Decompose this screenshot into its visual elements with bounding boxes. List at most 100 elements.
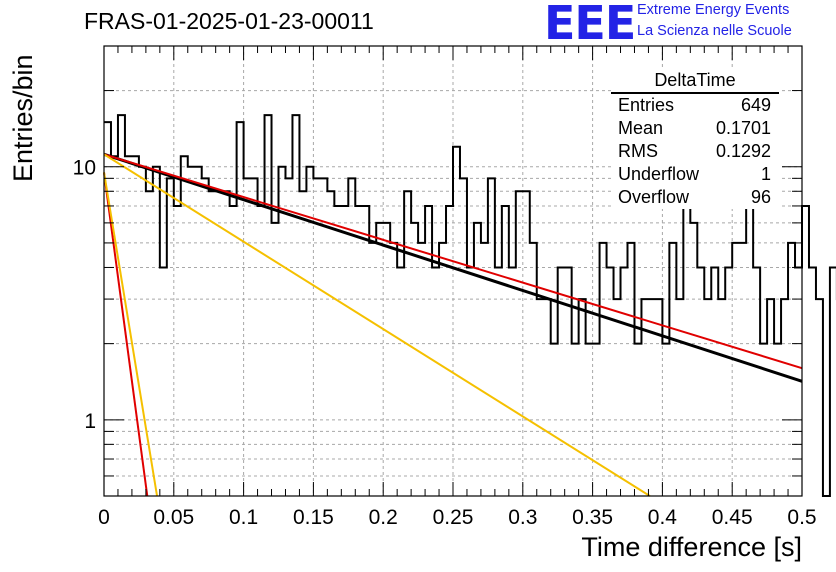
histogram-bin <box>334 206 341 496</box>
x-tick-label: 0.45 <box>712 506 753 529</box>
histogram-bin <box>251 178 258 496</box>
histogram-bin <box>551 344 558 496</box>
histogram-bin <box>348 178 355 496</box>
histogram-bin <box>279 167 286 496</box>
stats-value: 96 <box>750 187 771 207</box>
histogram-bin <box>488 178 495 496</box>
stats-value: 0.1292 <box>715 141 771 161</box>
histogram-bin <box>607 267 614 496</box>
histogram-bin <box>516 191 523 496</box>
histogram-bin <box>425 206 432 496</box>
run-title: FRAS-01-2025-01-23-00011 <box>84 8 374 34</box>
histogram-bin <box>418 243 425 496</box>
stats-row-overflow: Overflow 96 <box>611 186 779 209</box>
stats-value: 1 <box>760 164 771 184</box>
histogram-bin <box>725 267 732 496</box>
stats-row-underflow: Underflow 1 <box>611 163 779 186</box>
histogram-bin <box>662 344 669 496</box>
histogram-bin <box>188 167 195 496</box>
histogram-bin <box>446 206 453 496</box>
histogram-bin <box>634 344 641 496</box>
histogram-bin <box>327 191 334 496</box>
x-tick-label: 0.1 <box>229 506 258 529</box>
eee-logo: EEE <box>544 0 636 50</box>
histogram-bin <box>628 243 635 496</box>
histogram-bin <box>216 191 223 496</box>
histogram-bin <box>223 191 230 496</box>
histogram-bin <box>781 299 788 496</box>
histogram-bin <box>230 206 237 496</box>
histogram-bin <box>621 267 628 496</box>
stats-label: Underflow <box>618 164 700 184</box>
histogram-bin <box>411 223 418 496</box>
histogram-bin <box>593 344 600 496</box>
axis-ticks <box>103 45 803 497</box>
x-tick-label: 0.35 <box>572 506 613 529</box>
histogram-bin <box>572 344 579 496</box>
histogram-bin <box>648 299 655 496</box>
histogram-bin <box>600 243 607 496</box>
stats-box: DeltaTime Entries 649 Mean 0.1701 RMS 0.… <box>611 70 779 209</box>
histogram-bin <box>537 299 544 496</box>
histogram-bin <box>453 147 460 496</box>
histogram-bin <box>690 223 697 496</box>
histogram-bin <box>167 178 174 496</box>
fit-curve <box>103 172 149 497</box>
logo-line-1: Extreme Energy Events <box>637 2 790 18</box>
stats-row-mean: Mean 0.1701 <box>611 117 779 140</box>
histogram-bin <box>809 267 816 496</box>
stats-value: 649 <box>740 95 771 115</box>
histogram-bin <box>704 299 711 496</box>
histogram-bin <box>495 267 502 496</box>
histogram-bin <box>669 243 676 496</box>
histogram-bin <box>474 223 481 496</box>
histogram-bin <box>285 178 292 496</box>
histogram-bin <box>174 206 181 496</box>
histogram-bin <box>732 243 739 496</box>
histogram-bin <box>816 299 823 496</box>
histogram-bin <box>292 115 299 496</box>
histogram-bin <box>341 206 348 496</box>
histogram-bin <box>544 299 551 496</box>
fit-curve <box>103 153 651 497</box>
histogram-bin <box>362 206 369 496</box>
x-tick-label: 0.2 <box>369 506 398 529</box>
histogram-bin <box>369 243 376 496</box>
histogram-bin <box>774 344 781 496</box>
histogram-bin <box>355 206 362 496</box>
histogram-bin <box>502 206 509 496</box>
y-tick-label: 1 <box>84 410 96 433</box>
stats-label: Mean <box>618 118 664 138</box>
histogram-bin <box>523 191 530 496</box>
fit-curve <box>103 172 159 497</box>
x-axis-label: Time difference [s] <box>581 532 802 562</box>
histogram-bin <box>788 243 795 496</box>
histogram-bin <box>132 156 139 496</box>
fit-curve <box>103 153 803 370</box>
histogram-bars <box>104 114 836 497</box>
histogram-bin <box>383 223 390 496</box>
histogram-bin <box>579 299 586 496</box>
histogram-bin <box>313 178 320 496</box>
histogram-bin <box>153 167 160 496</box>
x-tick-label: 0.15 <box>293 506 334 529</box>
x-tick-label: 0.05 <box>153 506 194 529</box>
x-tick-label: 0.25 <box>433 506 474 529</box>
histogram-bin <box>614 299 621 496</box>
stats-label: Entries <box>618 95 675 115</box>
x-tick-label: 0 <box>98 506 110 529</box>
histogram-bin <box>299 191 306 496</box>
histogram-bin <box>753 267 760 496</box>
x-tick-label: 0.5 <box>787 506 816 529</box>
histogram-outline <box>104 114 836 497</box>
histogram-bin <box>390 243 397 496</box>
histogram-bin <box>397 267 404 496</box>
histogram-bin <box>565 267 572 496</box>
fit-curve <box>103 152 803 383</box>
histogram-bin <box>739 243 746 496</box>
histogram-bin <box>265 115 272 496</box>
histogram-bin <box>481 243 488 496</box>
stats-box-name: DeltaTime <box>611 70 779 94</box>
histogram-bin <box>697 267 704 496</box>
y-axis-label: Entries/bin <box>8 54 38 182</box>
